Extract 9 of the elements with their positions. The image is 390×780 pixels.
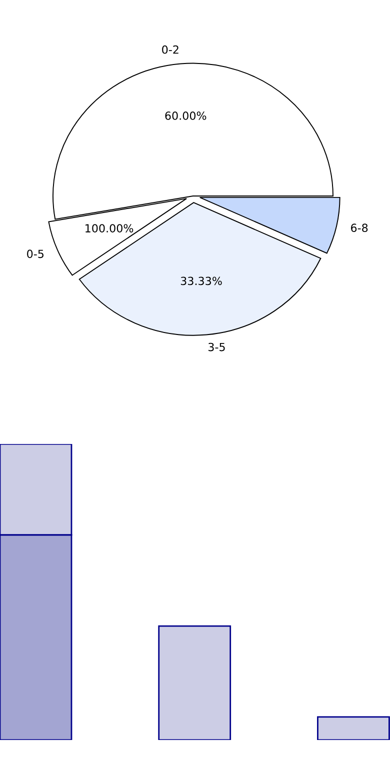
- text: 100.00%: [86, 224, 134, 232]
- text: 33.33%: [180, 276, 222, 286]
- slice-label: 0-5: [27, 250, 44, 258]
- bar: [317, 716, 390, 740]
- slice-label: 0-2: [162, 45, 178, 54]
- text: 60.00%: [165, 111, 206, 120]
- bar: [158, 625, 232, 740]
- slice-label: 3-5: [208, 342, 225, 352]
- slice-label: 6-8: [351, 224, 368, 232]
